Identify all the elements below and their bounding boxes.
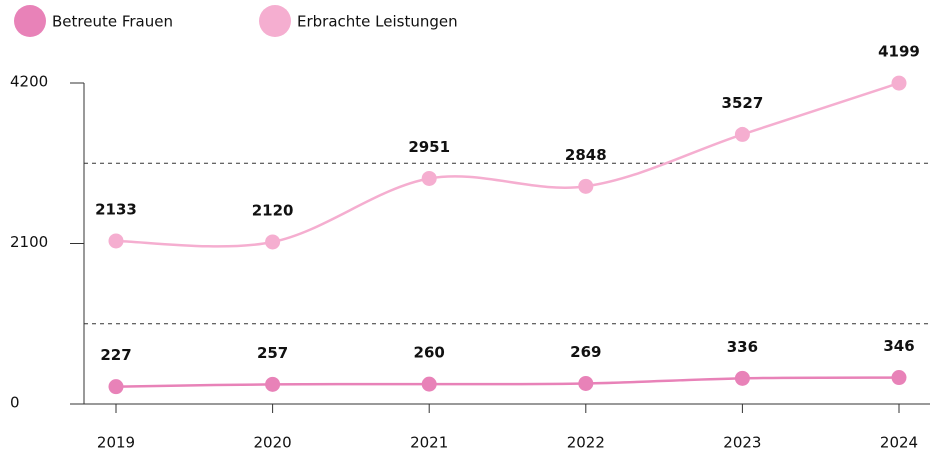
data-label: 257 bbox=[257, 344, 288, 362]
data-point bbox=[734, 370, 750, 386]
data-label: 346 bbox=[883, 337, 914, 355]
data-label: 2133 bbox=[95, 200, 137, 218]
data-label: 269 bbox=[570, 343, 601, 361]
data-point bbox=[108, 233, 124, 249]
legend-swatch bbox=[14, 5, 46, 37]
data-label: 2120 bbox=[252, 201, 294, 219]
y-tick-label: 4200 bbox=[10, 73, 48, 91]
data-point bbox=[421, 376, 437, 392]
x-tick-label: 2022 bbox=[567, 434, 605, 452]
data-label: 2951 bbox=[408, 138, 450, 156]
data-point bbox=[578, 178, 594, 194]
data-label: 2848 bbox=[565, 146, 607, 164]
data-point bbox=[578, 375, 594, 391]
legend-label: Betreute Frauen bbox=[52, 13, 173, 31]
x-tick-label: 2024 bbox=[880, 434, 918, 452]
x-tick-label: 2021 bbox=[410, 434, 448, 452]
data-point bbox=[108, 379, 124, 395]
data-point bbox=[421, 170, 437, 186]
data-label: 4199 bbox=[878, 43, 920, 61]
y-tick-label: 0 bbox=[10, 394, 20, 412]
x-tick-label: 2020 bbox=[254, 434, 292, 452]
data-label: 227 bbox=[100, 346, 131, 364]
x-tick-label: 2019 bbox=[97, 434, 135, 452]
data-label: 3527 bbox=[722, 94, 764, 112]
series-line bbox=[115, 81, 900, 248]
data-label: 336 bbox=[727, 338, 758, 356]
data-label: 260 bbox=[414, 344, 445, 362]
data-point bbox=[734, 126, 750, 142]
data-point bbox=[891, 75, 907, 91]
legend-label: Erbrachte Leistungen bbox=[297, 13, 458, 31]
series-line bbox=[115, 376, 900, 388]
data-point bbox=[265, 376, 281, 392]
data-point bbox=[265, 234, 281, 250]
x-tick-label: 2023 bbox=[723, 434, 761, 452]
data-point bbox=[891, 370, 907, 386]
legend-swatch bbox=[259, 5, 291, 37]
y-tick-label: 2100 bbox=[10, 233, 48, 251]
